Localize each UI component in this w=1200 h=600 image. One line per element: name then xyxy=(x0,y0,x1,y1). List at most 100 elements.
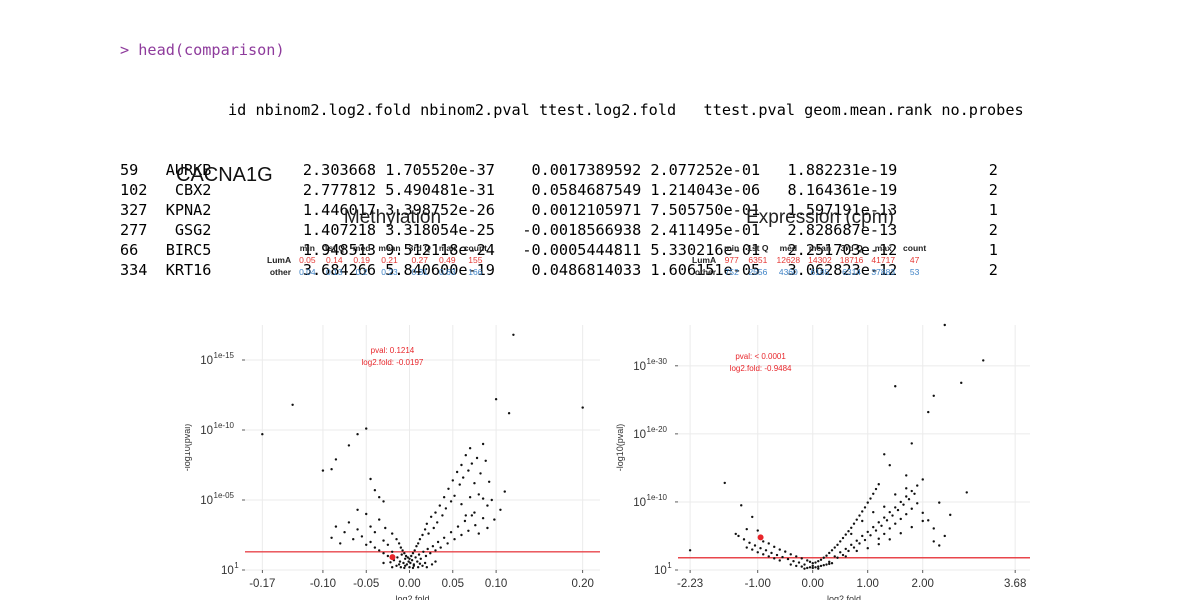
data-point xyxy=(742,538,746,541)
console-cell-nb-fold: 2.777812 xyxy=(211,181,377,199)
console-cell-nb-fold: 2.303668 xyxy=(211,161,377,179)
y-tick-exponent: 1e-30 xyxy=(647,357,668,366)
data-point xyxy=(965,491,968,494)
data-point xyxy=(907,498,911,501)
data-point xyxy=(905,512,908,516)
data-point xyxy=(413,549,416,552)
data-point xyxy=(390,550,394,553)
console-row: 277 GSG2 1.407218 3.318054e-25 -0.001856… xyxy=(120,220,1024,240)
data-point xyxy=(473,482,476,485)
data-point xyxy=(797,561,801,564)
data-point xyxy=(806,566,809,570)
data-point xyxy=(866,501,869,504)
data-point xyxy=(442,496,446,499)
data-point xyxy=(869,534,872,537)
data-point xyxy=(960,381,963,385)
console-cell-nb-pval: 3.398752e-26 xyxy=(376,201,495,219)
data-point xyxy=(434,511,437,514)
data-point xyxy=(397,542,401,545)
x-tick-label: 0.00 xyxy=(802,578,824,590)
stats-header: max xyxy=(874,243,892,253)
stats-value: 2556 xyxy=(748,267,768,277)
stats-value: 0.13 xyxy=(326,267,343,277)
console-cell-idx: 334 xyxy=(120,261,157,279)
data-point xyxy=(438,504,442,507)
data-point xyxy=(932,527,935,530)
data-point xyxy=(421,564,424,567)
console-cell-nb-pval: 9.512118e-24 xyxy=(376,241,495,259)
data-point xyxy=(808,560,812,564)
data-point xyxy=(872,492,875,495)
data-point xyxy=(781,555,784,559)
console-cell-nb-pval: 3.318054e-25 xyxy=(376,221,495,239)
data-point xyxy=(921,519,924,523)
x-axis-label: log2.fold xyxy=(827,594,861,600)
data-point xyxy=(883,532,886,536)
stats-header-row: min 1st Q med mean 3rd Q max count xyxy=(688,242,930,254)
data-point xyxy=(877,521,880,524)
data-point xyxy=(833,546,836,549)
data-point xyxy=(688,549,692,552)
data-point xyxy=(775,553,779,557)
data-point xyxy=(581,406,584,409)
console-cell-t-pval: 1.606151e-05 xyxy=(641,261,761,279)
data-point xyxy=(481,497,485,500)
data-point xyxy=(830,549,834,552)
data-point xyxy=(745,546,748,549)
x-tick-label: -0.10 xyxy=(310,578,336,590)
data-point xyxy=(751,548,754,551)
data-point xyxy=(894,493,897,496)
data-point xyxy=(417,553,421,556)
console-cell-gmr: 3.062823e-12 xyxy=(760,261,898,279)
console-cell-idx: 102 xyxy=(120,181,157,199)
data-point xyxy=(828,551,831,555)
y-tick-base: 10 xyxy=(633,429,646,441)
console-rows: 59 AURKB 2.303668 1.705520e-37 0.0017389… xyxy=(120,160,1024,280)
stats-header: min xyxy=(299,243,315,253)
data-point xyxy=(261,433,264,436)
data-point xyxy=(464,454,467,457)
data-point xyxy=(400,553,403,556)
data-point xyxy=(883,505,886,508)
y-axis-label: -log10(pval) xyxy=(185,424,192,472)
stats-value: 18716 xyxy=(839,255,864,265)
data-point xyxy=(390,566,394,569)
data-point xyxy=(836,556,839,559)
x-tick-label: -2.23 xyxy=(677,578,703,590)
data-point xyxy=(399,566,403,569)
data-point xyxy=(734,532,737,536)
x-tick-label: -0.17 xyxy=(249,578,275,590)
stats-value: 166 xyxy=(468,267,483,277)
data-point xyxy=(339,542,342,545)
stats-value: 6351 xyxy=(748,255,768,265)
data-point xyxy=(494,398,498,401)
data-point xyxy=(431,545,435,548)
col-no-probes: no.probes xyxy=(941,101,1024,119)
stats-header: mean xyxy=(378,243,401,253)
plot-background xyxy=(245,325,600,570)
col-geom-mean-rank: geom.mean.rank xyxy=(804,101,933,119)
data-point xyxy=(486,504,489,507)
data-point xyxy=(916,502,919,505)
y-tick-base: 10 xyxy=(200,495,213,507)
data-point xyxy=(369,525,372,528)
data-point xyxy=(850,543,853,547)
console-cell-nb-fold: 3.684266 xyxy=(211,261,377,279)
data-point xyxy=(858,514,861,517)
y-tick-exponent: 1e-20 xyxy=(647,425,668,434)
console-cell-idx: 59 xyxy=(120,161,157,179)
data-point xyxy=(844,555,847,558)
data-point xyxy=(490,498,493,502)
stats-row-label: LumA xyxy=(267,255,292,265)
data-point xyxy=(408,566,411,569)
data-point xyxy=(883,453,886,456)
console-cell-gmr: 2.251703e-12 xyxy=(760,241,898,259)
data-point xyxy=(916,484,919,487)
data-point xyxy=(477,532,480,535)
data-point xyxy=(474,524,477,527)
console-cell-np: 1 xyxy=(897,241,998,259)
data-point xyxy=(910,442,913,445)
data-point xyxy=(888,510,891,514)
data-point xyxy=(899,500,902,504)
data-point xyxy=(403,557,407,560)
